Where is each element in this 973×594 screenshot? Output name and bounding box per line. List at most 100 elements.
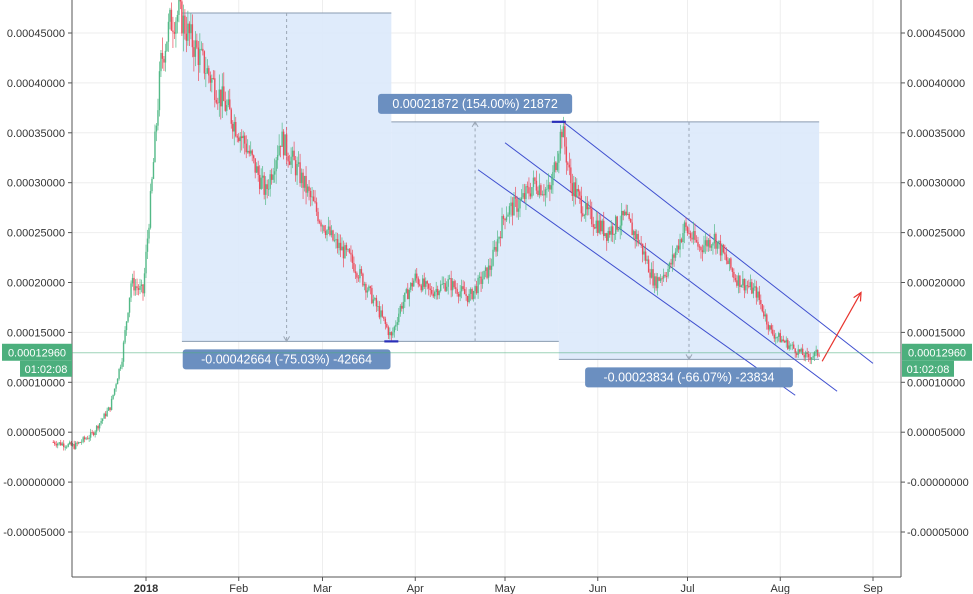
- candle-body: [151, 178, 153, 192]
- candle-body: [377, 306, 379, 307]
- candle-body: [541, 194, 544, 196]
- candle-body: [250, 150, 252, 154]
- candle-body: [238, 137, 240, 142]
- candle-body: [746, 285, 749, 287]
- candle-body: [673, 254, 675, 258]
- candle-body: [196, 40, 198, 48]
- candle-body: [323, 225, 325, 232]
- candle-body: [721, 244, 723, 256]
- candle-body: [570, 167, 572, 184]
- candle-body: [465, 294, 467, 296]
- candle-body: [609, 231, 611, 235]
- candle-body: [697, 241, 699, 247]
- candle-body: [643, 251, 645, 255]
- candle-body: [387, 327, 390, 336]
- candle-body: [655, 276, 657, 289]
- candle-body: [205, 73, 207, 75]
- x-tick-label: Aug: [770, 583, 790, 594]
- candle-body: [456, 288, 458, 294]
- candle-body: [739, 275, 741, 288]
- candle-body: [496, 239, 499, 252]
- candle-body: [498, 237, 500, 240]
- candle-body: [556, 162, 559, 171]
- x-tick-label: May: [495, 583, 516, 594]
- x-tick-label: Apr: [407, 583, 424, 594]
- candle-body: [549, 184, 551, 190]
- candle-body: [782, 339, 784, 341]
- candle-body: [597, 220, 599, 233]
- candle-body: [160, 52, 162, 72]
- candle-body: [585, 203, 587, 216]
- candle-body: [561, 131, 563, 138]
- candle-body: [82, 437, 84, 442]
- candle-body: [650, 269, 653, 278]
- candle-body: [368, 286, 370, 291]
- candle-body: [86, 438, 89, 440]
- candle-body: [116, 378, 119, 385]
- candle-body: [775, 337, 777, 339]
- y-tick-label-right: 0.00015000: [907, 327, 965, 339]
- candle-body: [787, 339, 789, 349]
- candle-body: [804, 352, 807, 358]
- x-tick-label: Feb: [229, 583, 248, 594]
- y-tick-label-right: 0.00010000: [907, 377, 965, 389]
- candle-body: [547, 184, 550, 189]
- candle-body: [136, 286, 138, 289]
- candle-body: [662, 274, 665, 279]
- candle-body: [703, 245, 705, 253]
- candle-body: [166, 41, 168, 51]
- candle-body: [692, 230, 695, 240]
- y-tick-label-right: 0.00005000: [907, 427, 965, 439]
- candle-body: [315, 202, 318, 212]
- candle-body: [371, 288, 373, 304]
- candle-body: [407, 289, 409, 300]
- x-tick-label: Jun: [589, 583, 607, 594]
- candle-body: [67, 443, 69, 447]
- candle-body: [223, 86, 225, 101]
- candle-body: [425, 281, 427, 287]
- countdown-tag-value: 01:02:08: [25, 364, 68, 376]
- candle-body: [519, 200, 521, 209]
- measurement-label: -0.00042664 (-75.03%) -42664: [182, 349, 391, 370]
- candle-body: [230, 109, 232, 124]
- candle-body: [366, 290, 369, 293]
- candle-body: [638, 242, 641, 244]
- candle-body: [155, 125, 158, 132]
- countdown-tag-bg: [902, 360, 954, 377]
- candle-body: [603, 220, 605, 237]
- candle-body: [54, 442, 56, 445]
- candle-body: [538, 185, 541, 195]
- candle-body: [106, 410, 108, 417]
- candle-body: [635, 233, 638, 240]
- candle-body: [668, 262, 671, 269]
- candle-body: [617, 229, 620, 230]
- candle-body: [534, 177, 536, 181]
- candle-body: [615, 216, 617, 235]
- candle-body: [92, 432, 95, 435]
- candle-body: [689, 233, 692, 238]
- candle-body: [299, 162, 301, 184]
- candle-body: [55, 444, 57, 446]
- candle-body: [187, 23, 189, 41]
- candle-body: [89, 432, 92, 438]
- candle-body: [392, 332, 394, 336]
- candle-body: [405, 289, 407, 293]
- candle-body: [348, 249, 351, 253]
- candle-body: [459, 291, 461, 297]
- candle-body: [206, 68, 209, 74]
- candle-body: [70, 442, 72, 446]
- candle-body: [779, 333, 781, 343]
- candle-body: [339, 242, 342, 251]
- candle-body: [713, 233, 716, 244]
- candle-body: [347, 249, 349, 251]
- candle-body: [239, 136, 241, 142]
- candle-body: [683, 222, 686, 234]
- candle-body: [426, 281, 428, 284]
- candle-body: [667, 268, 669, 277]
- candle-body: [626, 213, 629, 216]
- candle-body: [401, 305, 403, 309]
- candle-body: [235, 121, 237, 137]
- candle-body: [341, 246, 343, 251]
- candle-body: [809, 357, 811, 360]
